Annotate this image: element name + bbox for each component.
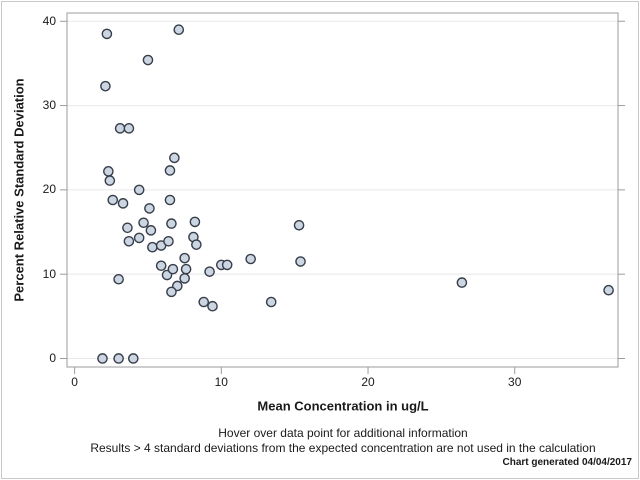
x-axis-title: Mean Concentration in ug/L: [257, 398, 429, 414]
data-point[interactable]: [166, 286, 177, 298]
data-point[interactable]: [122, 222, 133, 234]
y-tick-label: 10: [42, 266, 56, 281]
footnote-hover-hint: Hover over data point for additional inf…: [218, 426, 468, 440]
data-point[interactable]: [133, 232, 145, 244]
data-point[interactable]: [173, 24, 185, 35]
data-point[interactable]: [128, 353, 139, 364]
chart-generated-timestamp: Chart generated 04/04/2017: [502, 457, 632, 468]
data-point[interactable]: [179, 252, 190, 264]
data-point[interactable]: [123, 236, 135, 247]
horizontal-gridlines: [67, 20, 618, 359]
data-point[interactable]: [265, 296, 277, 308]
data-point[interactable]: [97, 353, 108, 364]
y-tick-label: 40: [42, 13, 56, 28]
data-point[interactable]: [123, 123, 135, 134]
data-point[interactable]: [133, 184, 145, 196]
data-point[interactable]: [113, 273, 124, 285]
data-point[interactable]: [295, 256, 306, 267]
data-point[interactable]: [245, 253, 256, 265]
data-point[interactable]: [107, 194, 119, 206]
data-point[interactable]: [103, 166, 114, 177]
data-point[interactable]: [456, 277, 468, 288]
data-point[interactable]: [155, 260, 167, 272]
data-point[interactable]: [204, 266, 215, 277]
data-point[interactable]: [191, 239, 202, 250]
data-point[interactable]: [169, 152, 180, 164]
x-tick-label: 20: [361, 375, 375, 389]
data-point[interactable]: [166, 218, 177, 229]
data-point[interactable]: [101, 28, 113, 40]
y-tick-label: 30: [42, 98, 56, 113]
data-point[interactable]: [198, 296, 210, 308]
x-tick-label: 0: [71, 375, 78, 389]
data-point[interactable]: [114, 123, 126, 134]
x-tick-label: 30: [508, 375, 522, 389]
data-point[interactable]: [164, 194, 176, 206]
data-point[interactable]: [138, 217, 149, 229]
data-point[interactable]: [142, 54, 154, 66]
data-point[interactable]: [293, 219, 305, 231]
axis-tick-marks: [60, 20, 625, 374]
data-point[interactable]: [180, 263, 192, 275]
data-point[interactable]: [189, 216, 201, 228]
data-point[interactable]: [164, 165, 176, 176]
data-point[interactable]: [603, 284, 614, 296]
data-point[interactable]: [207, 300, 218, 312]
footnote-exclusion-rule: Results > 4 standard deviations from the…: [90, 441, 596, 455]
y-tick-label: 0: [49, 350, 56, 365]
data-point[interactable]: [113, 353, 124, 364]
y-tick-label: 20: [42, 182, 56, 197]
data-points: [97, 24, 614, 364]
data-point[interactable]: [179, 273, 190, 284]
data-point[interactable]: [144, 203, 155, 214]
data-point[interactable]: [221, 259, 233, 271]
data-point[interactable]: [104, 175, 116, 186]
data-point[interactable]: [163, 236, 174, 247]
data-point[interactable]: [147, 241, 158, 253]
data-point[interactable]: [167, 263, 179, 275]
data-point[interactable]: [100, 80, 111, 92]
data-point[interactable]: [145, 225, 157, 236]
x-tick-label: 10: [214, 375, 228, 389]
data-point[interactable]: [117, 198, 129, 209]
